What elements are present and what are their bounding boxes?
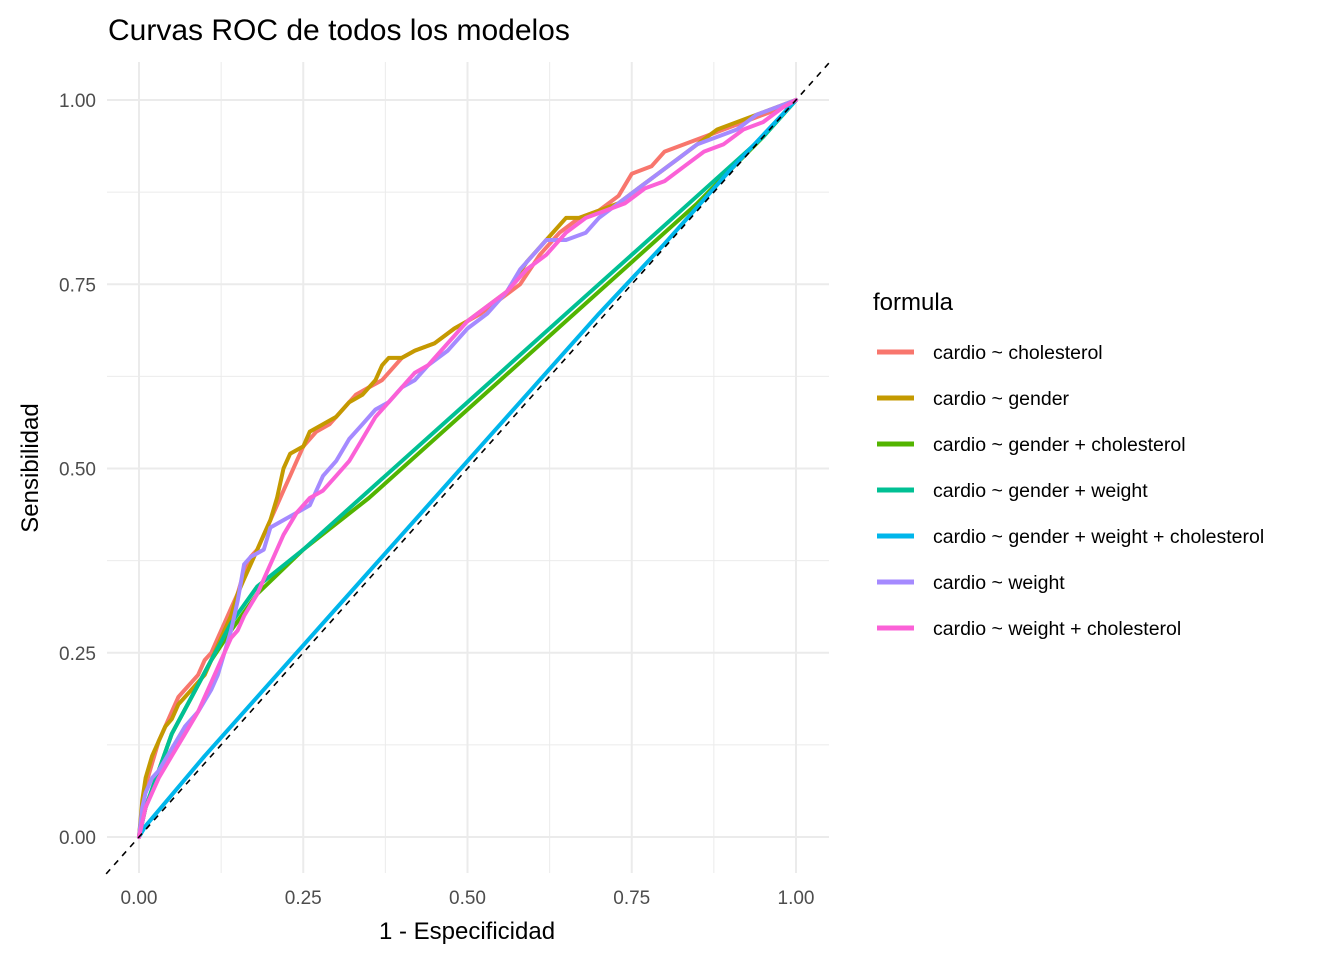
series-line-cardio-weight (137, 98, 798, 839)
x-tick-label: 0.75 (613, 888, 650, 909)
series-lines (137, 98, 798, 839)
y-tick-labels: 0.00 0.25 0.50 0.75 1.00 (59, 91, 96, 849)
x-tick-label: 0.50 (449, 888, 486, 909)
series-line-cardio-gender-weight (137, 98, 798, 839)
series-line-cardio-cholesterol (137, 98, 798, 839)
reference-line (105, 62, 830, 875)
y-tick-label: 1.00 (59, 91, 96, 112)
legend-label: cardio ~ gender + weight + cholesterol (933, 526, 1264, 548)
series-line-cardio-gender-weight-cholesterol (137, 98, 798, 839)
legend-label: cardio ~ cholesterol (933, 342, 1103, 364)
legend-label: cardio ~ gender (933, 388, 1070, 410)
reference-diagonal (105, 62, 830, 875)
legend-title: formula (873, 289, 954, 316)
y-tick-label: 0.00 (59, 828, 96, 849)
legend-label: cardio ~ weight + cholesterol (933, 618, 1181, 640)
legend-label: cardio ~ weight (933, 572, 1065, 594)
y-tick-label: 0.50 (59, 460, 96, 481)
legend-label: cardio ~ gender + weight (933, 480, 1148, 502)
x-axis-title: 1 - Especificidad (379, 918, 555, 945)
chart-title: Curvas ROC de todos los modelos (108, 14, 570, 47)
series-line-cardio-weight-cholesterol (137, 98, 798, 839)
y-tick-label: 0.75 (59, 275, 96, 296)
legend-label: cardio ~ gender + cholesterol (933, 434, 1186, 456)
y-axis-title: Sensibilidad (17, 403, 44, 532)
y-tick-label: 0.25 (59, 644, 96, 665)
legend: formula cardio ~ cholesterol cardio ~ gen… (873, 289, 1264, 640)
x-tick-label: 1.00 (778, 888, 815, 909)
x-tick-label: 0.25 (285, 888, 322, 909)
x-tick-label: 0.00 (121, 888, 158, 909)
x-tick-labels: 0.00 0.25 0.50 0.75 1.00 (121, 888, 815, 909)
